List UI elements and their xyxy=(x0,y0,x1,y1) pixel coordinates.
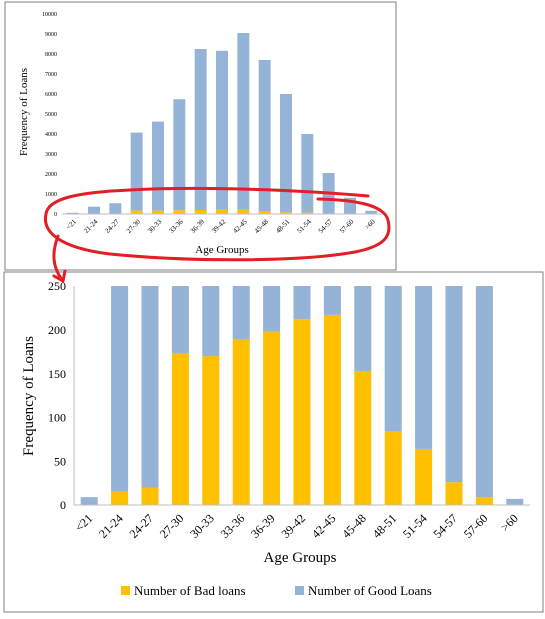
top-bar-bad-33-36 xyxy=(173,210,185,214)
bottom-bar-bad-54-57 xyxy=(445,482,462,505)
top-bar-good-27-30 xyxy=(131,133,143,211)
top-y-tick-9000: 9000 xyxy=(45,32,57,38)
bottom-bar-good-lt21 xyxy=(81,497,98,505)
bottom-bar-bad-57-60 xyxy=(476,497,493,505)
top-bar-good-48-51 xyxy=(280,94,292,212)
bottom-bar-good-48-51 xyxy=(385,286,402,431)
bottom-y-tick-200: 200 xyxy=(48,323,66,337)
bottom-bar-bad-24-27 xyxy=(141,487,158,505)
bottom-y-tick-100: 100 xyxy=(48,411,66,425)
bottom-bar-good-51-54 xyxy=(415,286,432,449)
top-bar-good-39-42 xyxy=(216,51,228,210)
bottom-y-tick-0: 0 xyxy=(60,498,66,512)
bottom-x-axis-title: Age Groups xyxy=(264,550,337,566)
bottom-bar-good-45-48 xyxy=(354,286,371,371)
bottom-bar-bad-27-30 xyxy=(172,353,189,505)
bottom-bar-bad-48-51 xyxy=(385,431,402,505)
top-bar-good-36-39 xyxy=(195,49,207,210)
top-bar-bad-36-39 xyxy=(195,210,207,214)
bottom-bar-bad-45-48 xyxy=(354,371,371,505)
bottom-bar-bad-42-45 xyxy=(324,315,341,505)
bottom-bar-good-36-39 xyxy=(263,286,280,332)
top-y-tick-0: 0 xyxy=(54,212,57,218)
bottom-y-tick-50: 50 xyxy=(54,454,66,468)
bottom-bar-good-27-30 xyxy=(172,286,189,353)
bottom-bar-good-24-27 xyxy=(141,286,158,487)
legend-swatch-good-loans xyxy=(295,586,304,595)
bottom-bar-good-21-24 xyxy=(111,286,128,492)
bottom-bar-good-39-42 xyxy=(293,286,310,319)
legend-label-good-loans: Number of Good Loans xyxy=(308,583,432,598)
top-y-tick-2000: 2000 xyxy=(45,172,57,178)
top-y-tick-4000: 4000 xyxy=(45,132,57,138)
bottom-bar-bad-30-33 xyxy=(202,356,219,505)
top-y-tick-5000: 5000 xyxy=(45,112,57,118)
top-bar-bad-30-33 xyxy=(152,211,164,214)
bottom-bar-good-33-36 xyxy=(233,286,250,339)
bottom-y-axis-title: Frequency of Loans xyxy=(21,336,37,456)
top-bar-good-30-33 xyxy=(152,122,164,211)
top-bar-good-21-24 xyxy=(88,207,100,214)
bottom-bar-bad-21-24 xyxy=(111,492,128,505)
top-bar-bad-42-45 xyxy=(237,210,249,214)
bottom-bar-good-57-60 xyxy=(476,286,493,497)
top-y-tick-10000: 10000 xyxy=(42,12,57,18)
top-bar-good-24-27 xyxy=(109,203,121,213)
bottom-bar-bad-33-36 xyxy=(233,339,250,505)
top-y-tick-7000: 7000 xyxy=(45,72,57,78)
top-bar-bad-39-42 xyxy=(216,210,228,214)
top-y-tick-6000: 6000 xyxy=(45,92,57,98)
top-y-tick-1000: 1000 xyxy=(45,192,57,198)
bottom-bar-good-42-45 xyxy=(324,286,341,315)
top-y-axis-title: Frequency of Loans xyxy=(18,68,30,156)
bottom-bar-bad-39-42 xyxy=(293,319,310,505)
legend-swatch-bad-loans xyxy=(121,586,130,595)
bottom-bar-good-54-57 xyxy=(445,286,462,482)
top-y-tick-3000: 3000 xyxy=(45,152,57,158)
top-y-tick-8000: 8000 xyxy=(45,52,57,58)
top-bar-bad-27-30 xyxy=(131,211,143,214)
top-bar-good-42-45 xyxy=(237,33,249,210)
bottom-bar-good-gt60 xyxy=(506,499,523,505)
top-bar-good-51-54 xyxy=(301,134,313,213)
legend-label-bad-loans: Number of Bad loans xyxy=(134,583,246,598)
bottom-bar-bad-51-54 xyxy=(415,449,432,505)
bottom-bar-bad-36-39 xyxy=(263,332,280,505)
top-x-axis-title: Age Groups xyxy=(195,244,248,256)
top-bar-good-33-36 xyxy=(173,99,185,210)
bottom-y-tick-150: 150 xyxy=(48,367,66,381)
bottom-chart-bars xyxy=(81,286,524,505)
bottom-bar-good-30-33 xyxy=(202,286,219,356)
